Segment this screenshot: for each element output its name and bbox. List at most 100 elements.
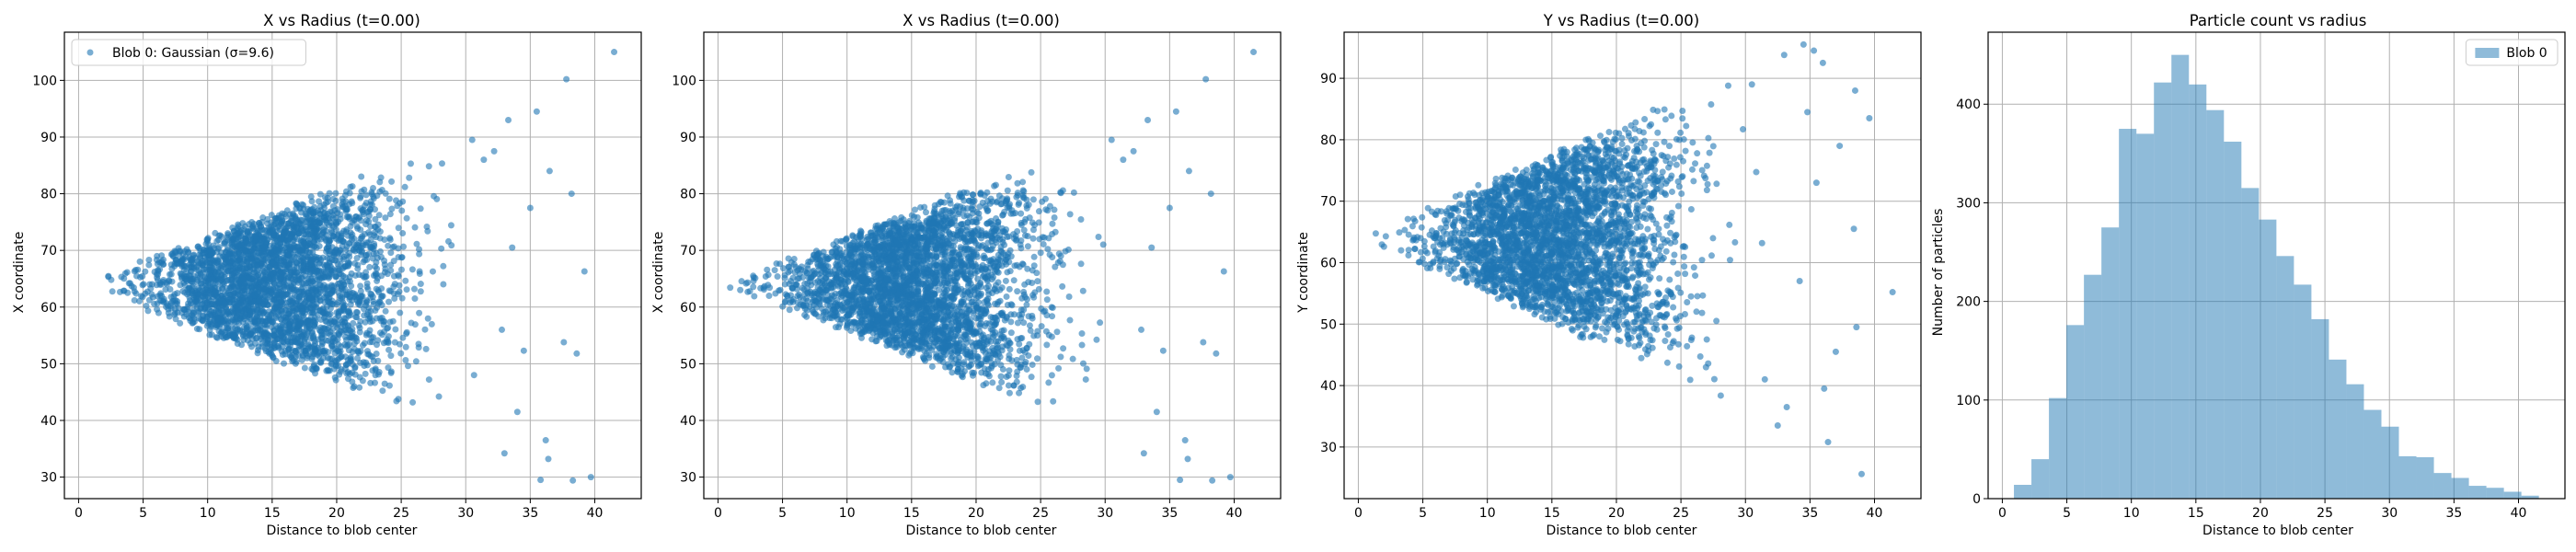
scatter-point (1070, 189, 1077, 196)
scatter-point (425, 163, 432, 170)
scatter-point (252, 339, 259, 347)
scatter-point (289, 237, 296, 245)
scatter-point (337, 348, 344, 355)
scatter-point (416, 250, 423, 258)
scatter-point (370, 334, 377, 341)
scatter-point (402, 357, 409, 363)
scatter-point (392, 326, 399, 333)
scatter-point (183, 246, 190, 253)
scatter-point (190, 306, 197, 314)
scatter-point (367, 379, 374, 386)
scatter-point (410, 285, 418, 293)
scatter-point (1082, 375, 1089, 383)
scatter-point (325, 198, 331, 205)
panel-x-vs-radius: X vs Radius (t=0.00) Distance to blob ce… (651, 12, 1282, 538)
scatter-point (329, 325, 337, 332)
scatter-point (310, 223, 317, 230)
scatter-point (568, 190, 575, 198)
scatter-point (221, 300, 228, 307)
scatter-point (337, 368, 344, 375)
scatter-point (276, 281, 283, 288)
scatter-point (263, 236, 270, 244)
chart-title: X vs Radius (t=0.00) (903, 12, 1060, 29)
scatter-point (405, 362, 411, 370)
scatter-point (326, 236, 333, 244)
x-tick-label: 25 (1032, 506, 1049, 521)
scatter-point (372, 206, 379, 213)
scatter-point (424, 227, 431, 235)
scatter-point (187, 278, 194, 284)
scatter-point (1016, 389, 1023, 397)
scatter-point (282, 291, 289, 298)
scatter-point (142, 268, 149, 275)
scatter-point (1060, 345, 1067, 352)
scatter-point (321, 350, 328, 357)
scatter-point (303, 219, 310, 226)
scatter-point (202, 280, 210, 287)
scatter-point (236, 291, 243, 298)
scatter-point (1044, 246, 1052, 253)
y-tick-label: 40 (680, 414, 696, 429)
scatter-point (1055, 364, 1063, 372)
scatter-point (293, 349, 300, 356)
scatter-point (960, 361, 968, 368)
scatter-point (292, 243, 299, 250)
scatter-point (190, 251, 198, 259)
scatter-point (274, 246, 282, 253)
scatter-point (374, 371, 382, 378)
scatter-point (386, 318, 394, 326)
y-tick-label: 30 (680, 471, 696, 486)
scatter-point (256, 296, 262, 304)
y-tick-label: 50 (680, 357, 696, 372)
y-tick-label: 90 (40, 131, 57, 145)
scatter-point (385, 333, 392, 340)
scatter-point (358, 247, 365, 255)
scatter-point (344, 262, 351, 270)
scatter-point (316, 254, 323, 261)
scatter-point (345, 308, 352, 316)
scatter-point (1026, 322, 1033, 329)
scatter-point (438, 160, 445, 167)
x-tick-label: 0 (75, 506, 83, 521)
scatter-point (350, 385, 357, 392)
scatter-point (200, 293, 207, 300)
scatter-point (213, 259, 221, 267)
scatter-point (301, 267, 308, 274)
scatter-point (216, 298, 224, 305)
scatter-point (343, 252, 351, 259)
scatter-point (282, 245, 290, 252)
scatter-point (296, 288, 304, 295)
scatter-point (238, 341, 246, 349)
scatter-point (278, 338, 285, 345)
scatter-point (295, 230, 303, 237)
scatter-point (321, 224, 328, 231)
scatter-point (298, 257, 305, 264)
scatter-point (417, 288, 424, 295)
scatter-point (362, 297, 370, 305)
scatter-point (308, 355, 316, 362)
scatter-point (260, 301, 268, 308)
scatter-point (295, 322, 303, 329)
scatter-point (245, 262, 252, 270)
scatter-point (316, 198, 323, 205)
scatter-point (259, 339, 266, 347)
scatter-point (376, 247, 384, 255)
scatter-point (311, 315, 318, 322)
x-tick-label: 35 (522, 506, 538, 521)
scatter-point (304, 289, 311, 296)
scatter-point (167, 293, 175, 301)
scatter-point (323, 318, 330, 326)
scatter-point (278, 324, 285, 331)
scatter-point (280, 261, 287, 269)
scatter-point (374, 304, 381, 311)
scatter-point (947, 200, 954, 207)
scatter-point (388, 205, 396, 213)
x-tick-label: 35 (1161, 506, 1178, 521)
scatter-point (242, 251, 249, 259)
scatter-point (255, 271, 261, 279)
scatter-point (391, 294, 398, 302)
scatter-point (356, 328, 363, 336)
scatter-point (259, 284, 267, 292)
scatter-point (239, 331, 247, 339)
